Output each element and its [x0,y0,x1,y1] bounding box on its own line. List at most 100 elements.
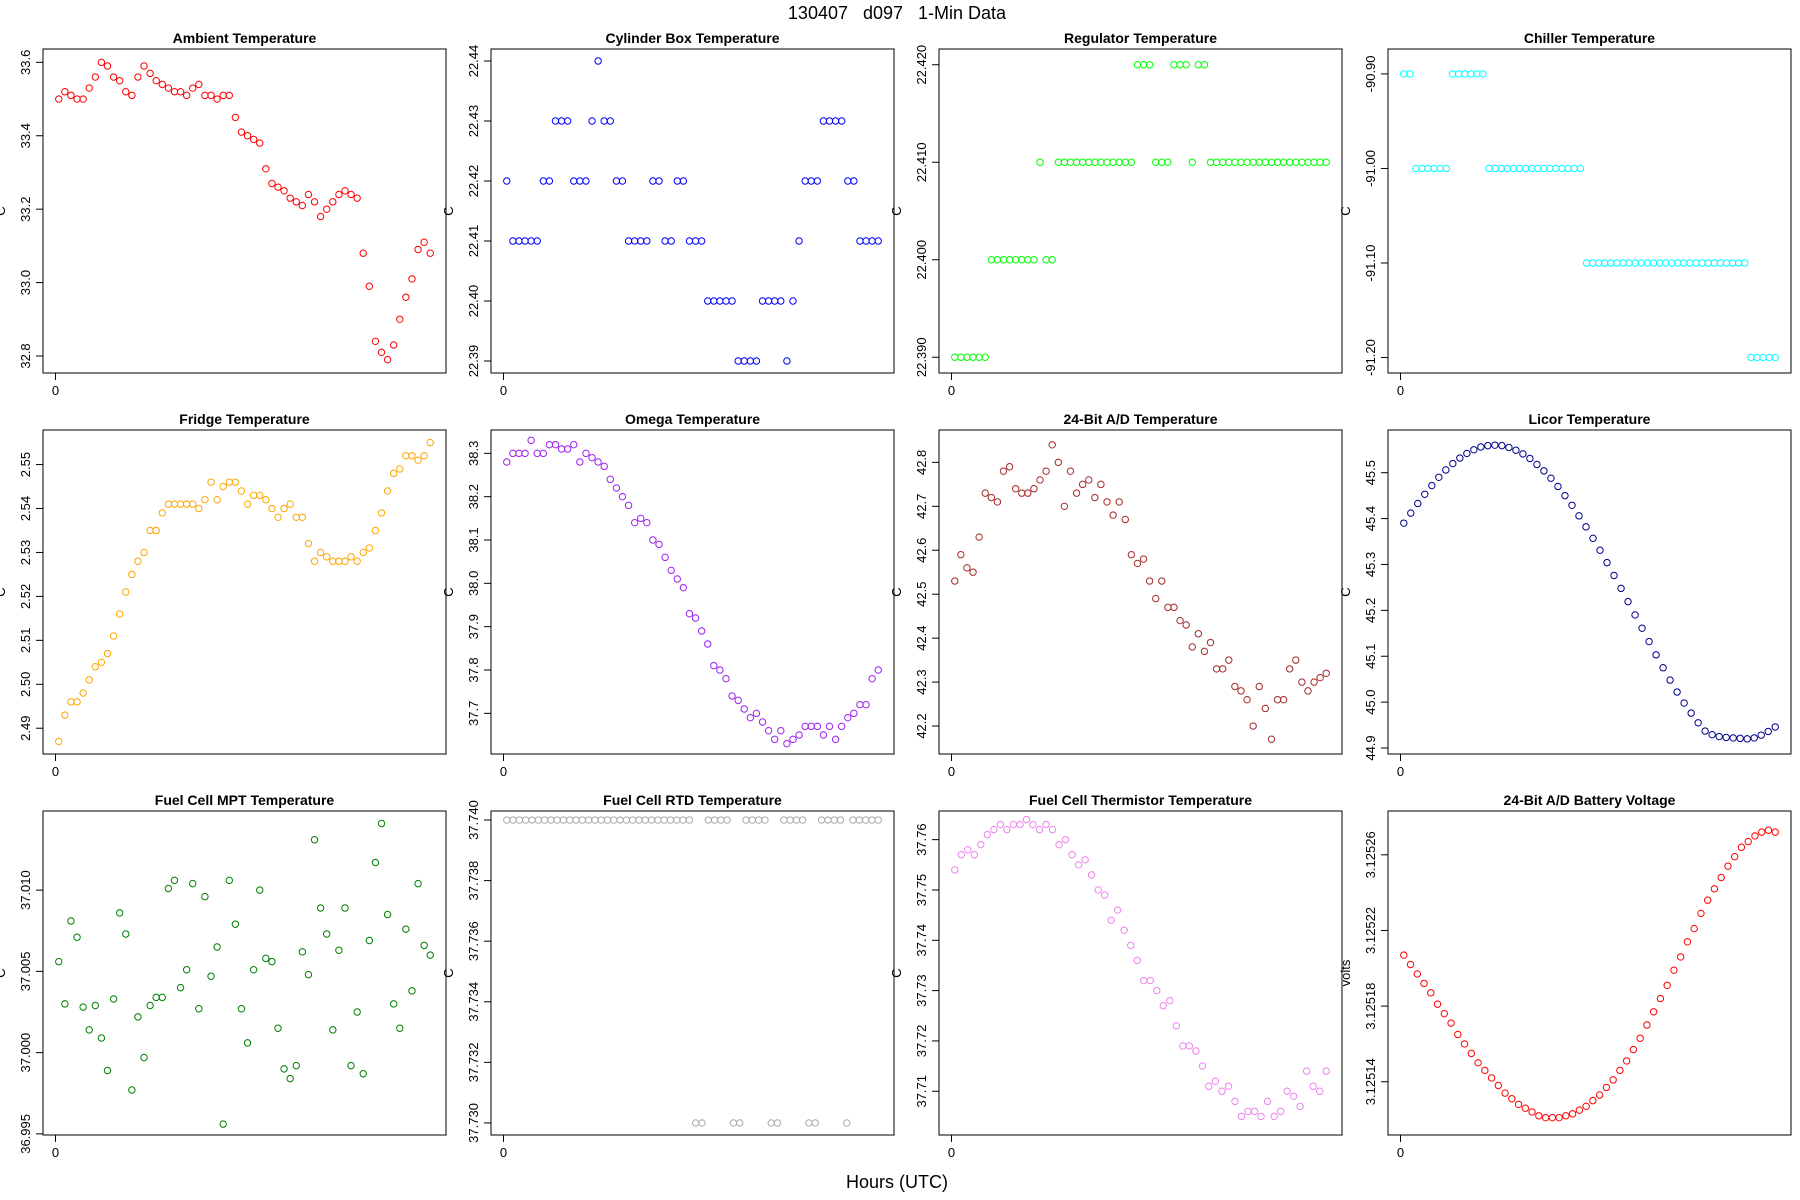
data-point [1474,1059,1482,1067]
data-point [1003,825,1011,834]
data-point [1610,571,1618,580]
y-tick-label: 45.0 [1363,689,1378,714]
data-point [1231,682,1239,691]
plot-frame [42,429,447,755]
data-point [383,910,392,919]
y-tick-label: 2.52 [18,584,33,609]
data-point [389,469,398,478]
data-point [280,187,288,195]
data-point [503,458,511,466]
data-point [1467,1049,1476,1058]
data-point [164,84,173,92]
data-point [140,548,148,557]
data-point [122,930,130,938]
chart-panel: 24-Bit A/D Temperature C 42.2 42.3 42.4 42.5 4… [889,411,1343,779]
data-point [1100,891,1109,899]
data-point [304,970,313,979]
data-point [298,201,307,210]
data-point [1285,665,1294,673]
data-point [103,1066,112,1075]
data-point [1164,158,1172,166]
data-point [1505,443,1513,452]
data-point [341,187,349,195]
data-point [341,904,349,912]
data-point [1582,523,1590,531]
chart-title: Fuel Cell RTD Temperature [603,792,782,808]
data-point [1649,1008,1658,1016]
data-point [1701,727,1709,735]
data-point [396,465,404,473]
data-point [231,478,240,486]
data-point [1442,164,1451,173]
data-point [256,491,264,500]
data-point [298,513,307,521]
data-point [1498,441,1506,450]
data-point [1249,722,1257,730]
data-point [396,315,404,323]
data-point [359,1070,367,1078]
data-point [1316,673,1324,682]
y-tick-label: 32.8 [18,343,33,368]
plot-frame [1387,429,1792,755]
data-point [679,583,688,592]
data-point [140,1053,148,1062]
data-point [618,177,627,185]
data-point [1481,1066,1489,1075]
data-point [420,452,428,460]
data-point [323,930,331,938]
data-point [73,698,81,706]
data-point [103,62,112,70]
data-point [1715,732,1723,741]
data-point [521,449,529,458]
chart-title: Fridge Temperature [179,411,310,427]
data-point [207,972,215,980]
data-point [292,198,300,206]
data-point [710,661,718,670]
chart-panel: Omega Temperature C 37.7 37.8 37.9 38.0 38.1 38… [441,411,895,779]
data-point [1413,970,1421,978]
data-point [1736,734,1744,743]
data-point [353,1008,361,1016]
data-point [831,735,840,744]
data-point [1435,473,1443,481]
x-tick-label: 0 [52,383,59,398]
data-point [1643,1021,1651,1029]
data-point [996,820,1005,829]
y-tick-label: 37.8 [466,657,481,682]
data-point [1270,1112,1278,1121]
chart-panel: 24-Bit A/D Battery Voltage volts 3.12514 3.… [1338,792,1792,1160]
data-point [274,183,282,191]
data-point [570,440,578,449]
y-tick-label: 42.2 [914,713,929,738]
data-point [286,500,294,508]
data-point [964,846,972,854]
data-point [1113,906,1122,914]
data-point [1470,446,1478,454]
data-point [1310,678,1318,686]
data-point [771,735,779,744]
data-point [1322,158,1330,166]
data-point [1491,441,1499,449]
y-tick-label: -90.90 [1363,55,1378,92]
data-point [389,341,398,349]
data-point [1074,861,1083,869]
data-point [969,568,977,576]
data-point [420,941,428,950]
data-point [1673,688,1681,696]
data-point [758,718,767,726]
data-point [152,526,160,535]
data-point [1127,550,1136,559]
data-point [377,348,386,357]
data-point [1659,664,1667,672]
data-point [783,357,791,365]
data-point [1030,485,1038,493]
data-point [1276,1107,1285,1116]
data-point [402,925,410,933]
data-point [1316,1087,1324,1095]
data-point [1188,158,1196,166]
data-point [323,205,331,213]
y-axis-label: C [441,206,456,215]
data-point [704,640,712,648]
data-point [990,825,998,834]
